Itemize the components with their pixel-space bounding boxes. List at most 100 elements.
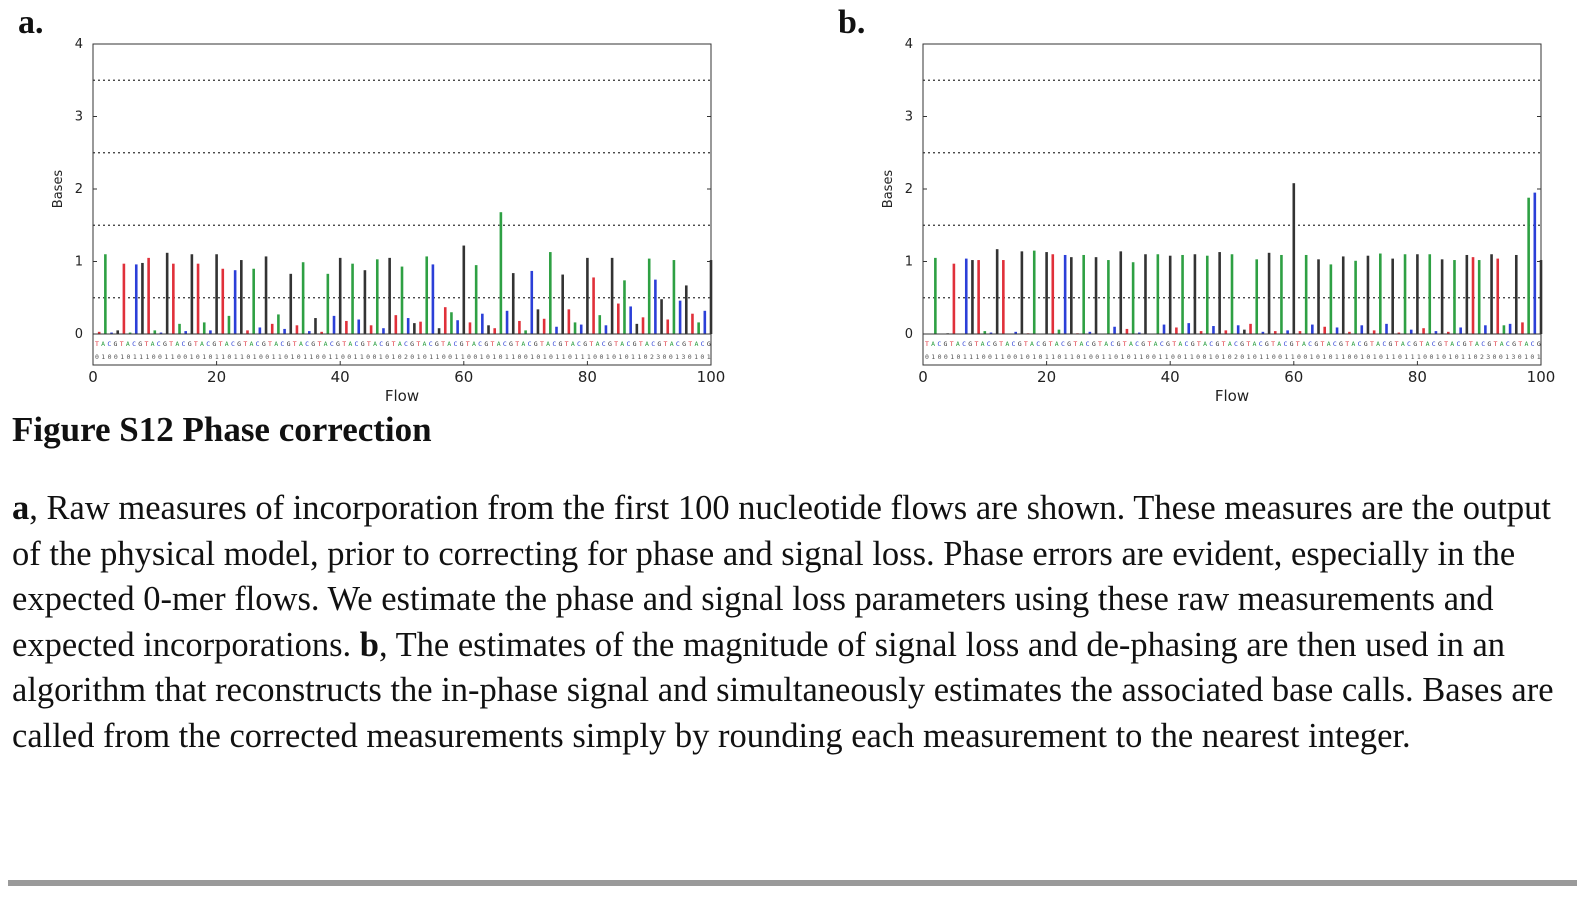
a-bar	[406, 318, 410, 334]
a-seq-char: G	[385, 340, 389, 348]
a-count-char: 0	[265, 353, 269, 361]
b-count-char: 0	[1442, 353, 1446, 361]
b-bar	[1212, 326, 1215, 334]
b-seq-char: T	[1494, 340, 1498, 348]
a-bar	[703, 310, 707, 334]
a-bar	[511, 273, 515, 334]
a-bar	[104, 254, 107, 334]
b-count-char: 1	[1064, 353, 1068, 361]
a-seq-char: A	[423, 340, 427, 348]
b-bar	[1397, 332, 1401, 334]
b-bar	[1032, 250, 1036, 334]
a-bar	[647, 258, 651, 334]
b-count-char: 1	[1051, 353, 1055, 361]
b-count-char: 1	[1322, 353, 1326, 361]
a-seq-char: G	[361, 340, 365, 348]
a-count-char: 1	[354, 353, 358, 361]
a-count-char: 0	[410, 353, 414, 361]
b-seq-char: G	[1339, 340, 1343, 348]
b-bar	[1440, 259, 1444, 334]
b-count-char: 1	[1139, 353, 1143, 361]
b-bar	[1045, 252, 1048, 334]
a-bar	[209, 330, 212, 334]
b-seq-char: A	[1005, 340, 1009, 348]
a-count-char: 0	[347, 353, 351, 361]
caption-b-label: b	[359, 625, 379, 664]
a-count-char: 0	[688, 353, 692, 361]
b-count-char: 0	[1379, 353, 1383, 361]
a-bar	[536, 309, 540, 334]
a-seq-char: A	[645, 340, 649, 348]
a-count-char: 0	[644, 353, 648, 361]
a-seq-char: A	[101, 340, 105, 348]
a-seq-char: A	[373, 340, 377, 348]
a-seq-char: C	[355, 340, 359, 348]
b-bar	[1224, 330, 1228, 334]
a-seq-char: C	[503, 340, 507, 348]
a-seq-char: C	[379, 340, 383, 348]
b-bar	[1255, 259, 1259, 334]
a-seq-char: T	[342, 340, 346, 348]
a-bar	[382, 328, 385, 334]
a-bar	[654, 279, 657, 334]
a-count-char: 1	[631, 353, 635, 361]
b-bar	[1496, 258, 1500, 334]
b-count-char: 1	[975, 353, 979, 361]
a-count-char: 0	[196, 353, 200, 361]
b-bar	[1533, 192, 1537, 334]
b-bar	[1428, 254, 1432, 334]
b-count-char: 1	[1221, 353, 1225, 361]
b-seq-char: T	[1518, 340, 1522, 348]
b-seq-char: G	[1413, 340, 1417, 348]
b-seq-char: G	[1117, 340, 1121, 348]
a-seq-char: C	[404, 340, 408, 348]
a-seq-char: G	[657, 340, 661, 348]
a-count-char: 0	[297, 353, 301, 361]
a-seq-char: T	[120, 340, 124, 348]
a-bar	[357, 319, 361, 334]
a-ylabel: Bases	[51, 170, 66, 209]
b-count-char: 0	[1026, 353, 1030, 361]
b-seq-char: T	[1123, 340, 1127, 348]
b-seq-char: A	[1178, 340, 1182, 348]
b-count-char: 0	[1196, 353, 1200, 361]
b-count-char: 1	[1404, 353, 1408, 361]
a-count-char: 0	[177, 353, 181, 361]
b-seq-char: C	[1209, 340, 1213, 348]
a-seq-char: C	[577, 340, 581, 348]
a-count-char: 1	[278, 353, 282, 361]
a-seq-char: G	[311, 340, 315, 348]
b-count-char: 1	[1070, 353, 1074, 361]
b-count-char: 3	[1511, 353, 1515, 361]
a-bar	[610, 257, 614, 334]
a-count-char: 0	[127, 353, 131, 361]
a-bar	[468, 322, 472, 334]
a-seq-char: T	[491, 340, 495, 348]
b-xtick-label: 40	[1161, 368, 1180, 386]
panel-b-letter: b.	[838, 4, 866, 41]
a-count-char: 0	[108, 353, 112, 361]
a-bar	[363, 270, 367, 334]
a-seq-char: C	[206, 340, 210, 348]
b-seq-char: T	[1469, 340, 1473, 348]
panel-a-letter: a.	[18, 4, 44, 41]
b-seq-char: G	[1537, 340, 1541, 348]
a-seq-char: G	[460, 340, 464, 348]
b-bar	[1471, 257, 1475, 334]
a-count-char: 1	[171, 353, 175, 361]
a-count-char: 1	[272, 353, 276, 361]
b-bar	[995, 249, 999, 334]
a-seq-char: A	[151, 340, 155, 348]
a-bar	[233, 270, 237, 334]
b-count-char: 1	[1165, 353, 1169, 361]
a-count-char: 1	[190, 353, 194, 361]
b-bar	[1063, 254, 1067, 334]
a-count-char: 1	[379, 353, 383, 361]
b-seq-char: C	[1358, 340, 1362, 348]
b-bar	[1360, 325, 1364, 334]
b-seq-char: T	[1271, 340, 1275, 348]
caption-b-text: , The estimates of the magnitude of sign…	[12, 625, 1554, 755]
a-count-char: 1	[215, 353, 219, 361]
b-bar	[1131, 262, 1135, 334]
b-count-char: 1	[1247, 353, 1251, 361]
